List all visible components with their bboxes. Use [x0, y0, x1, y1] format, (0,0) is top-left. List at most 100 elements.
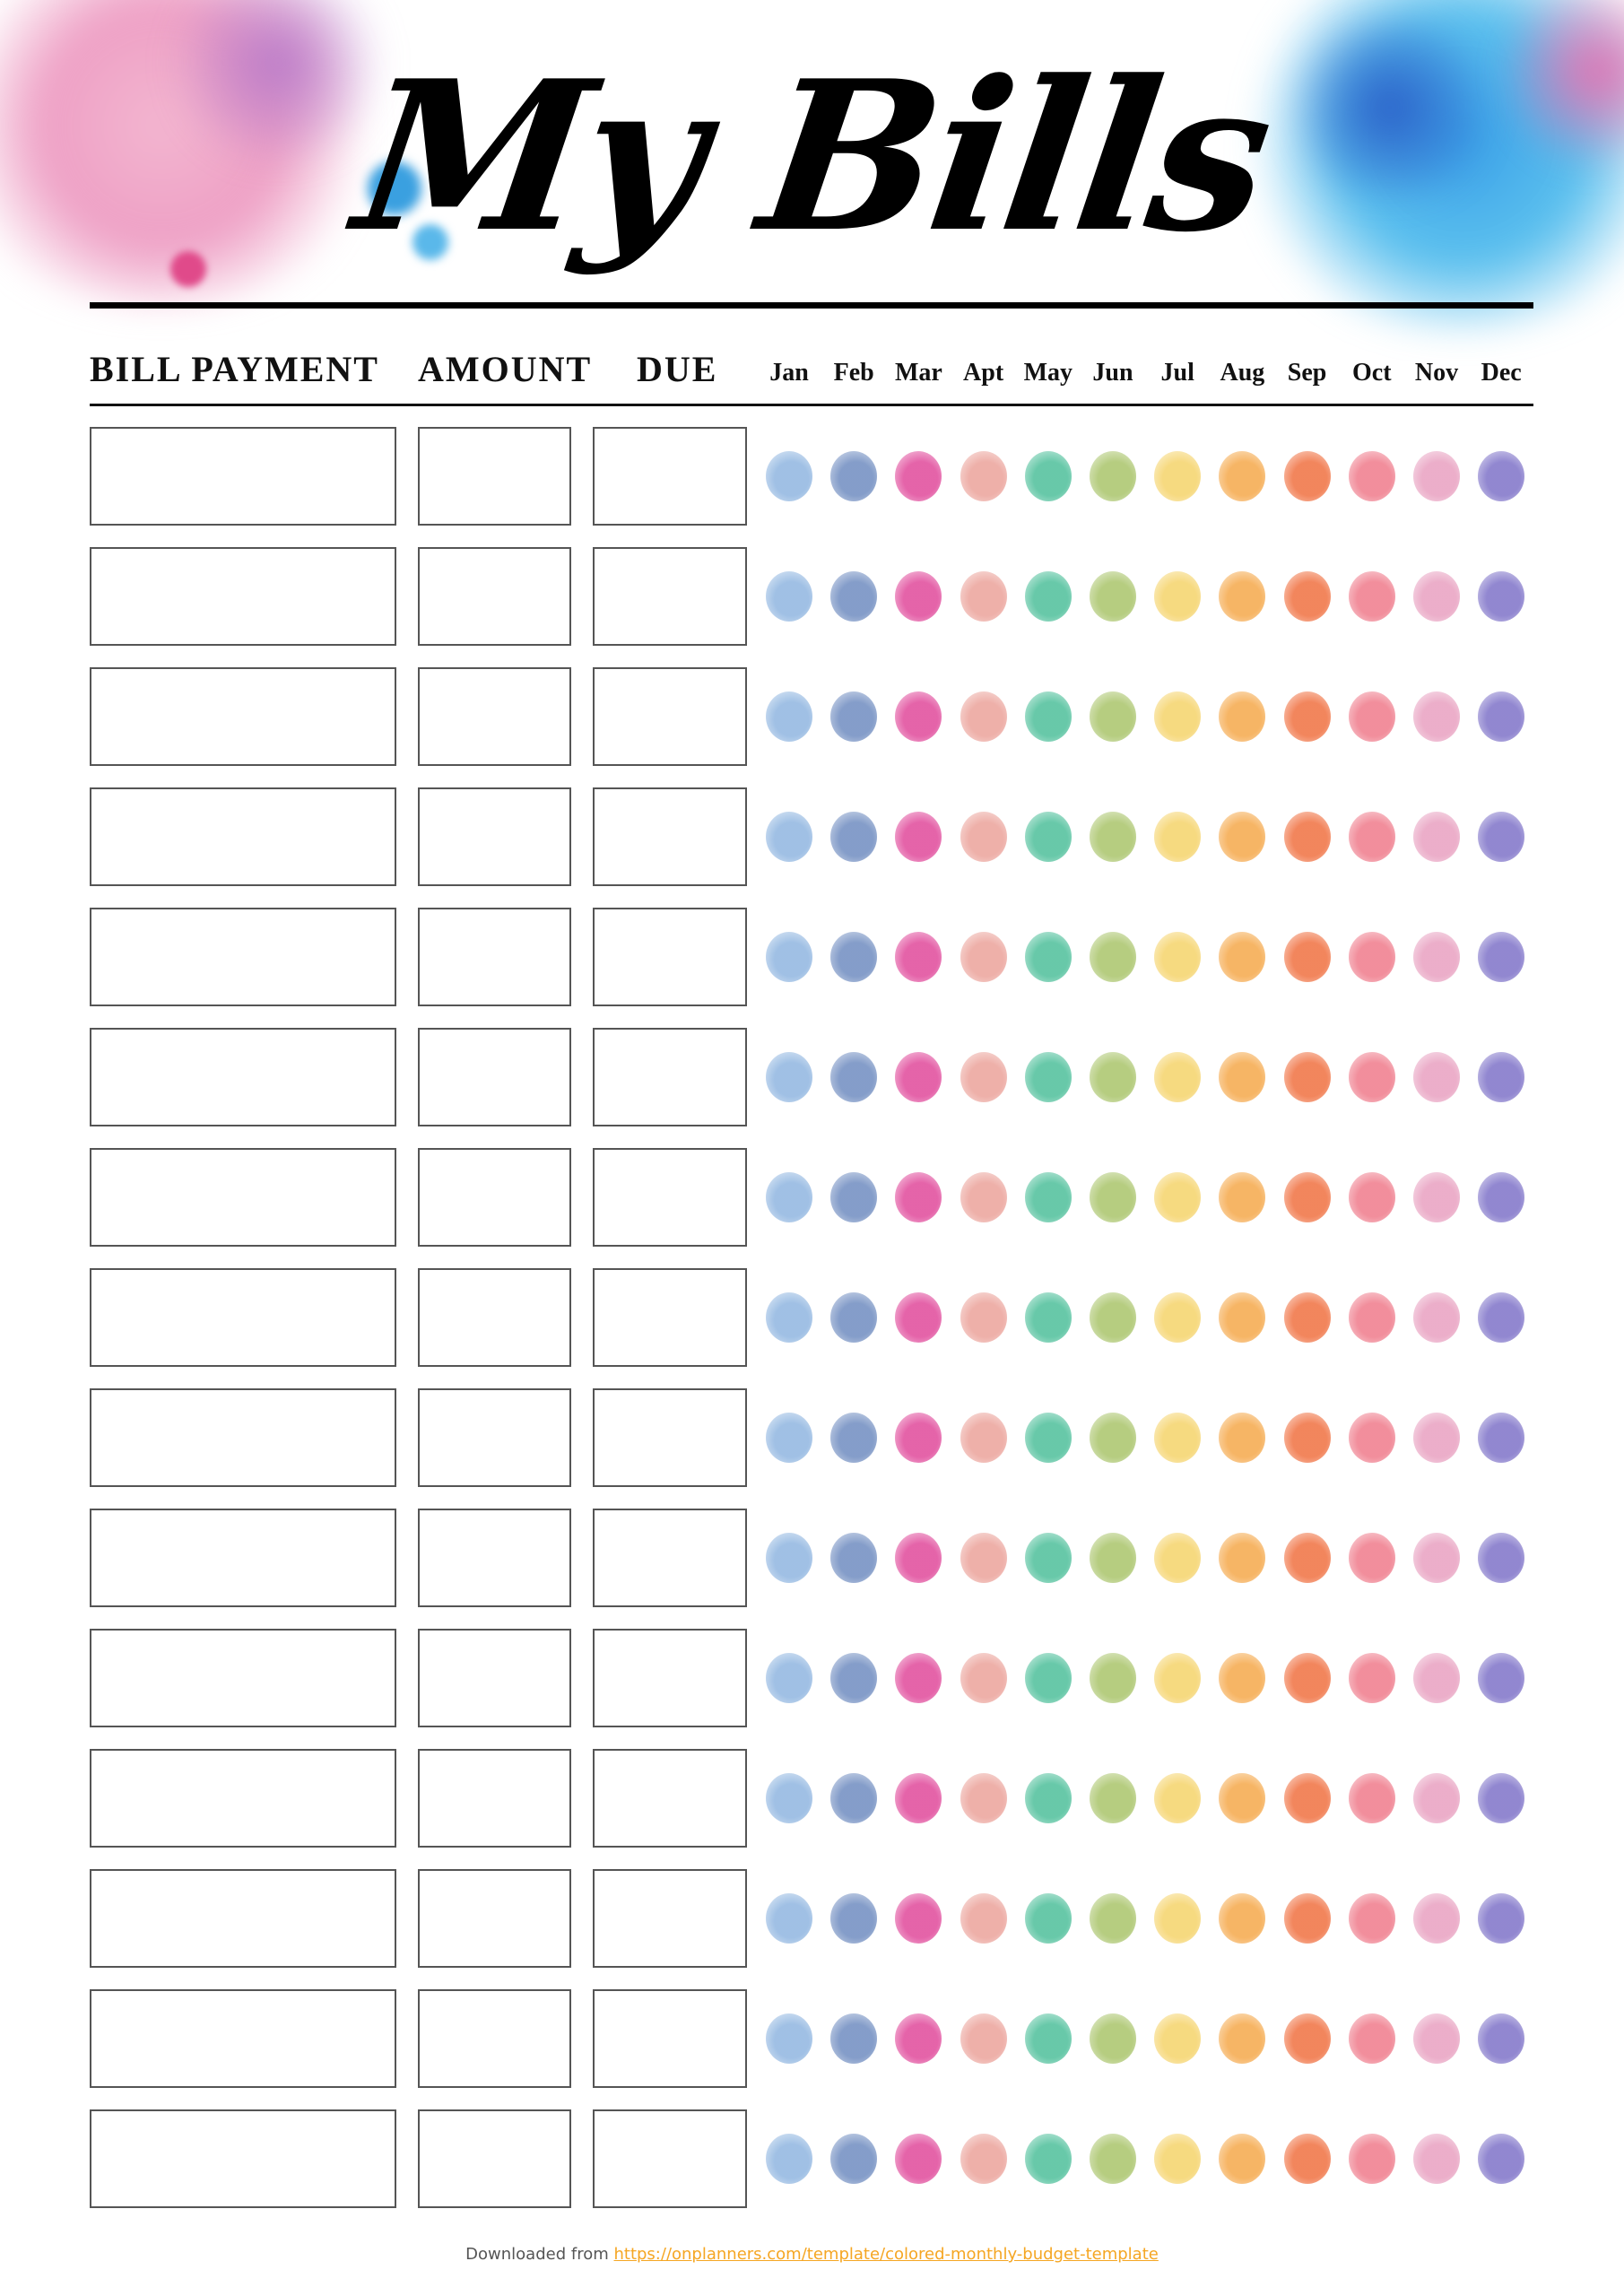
amount-box[interactable] [418, 1749, 571, 1848]
paid-dot-oct[interactable] [1348, 571, 1395, 622]
paid-dot-nov[interactable] [1413, 2013, 1460, 2064]
paid-dot-apt[interactable] [960, 1172, 1007, 1222]
paid-dot-jun[interactable] [1090, 932, 1136, 982]
paid-dot-mar[interactable] [895, 1052, 942, 1102]
paid-dot-aug[interactable] [1219, 1533, 1266, 1583]
paid-dot-dec[interactable] [1478, 571, 1525, 622]
paid-dot-oct[interactable] [1348, 1893, 1395, 1944]
paid-dot-apt[interactable] [960, 1773, 1007, 1823]
paid-dot-apt[interactable] [960, 1413, 1007, 1463]
paid-dot-may[interactable] [1024, 1773, 1072, 1823]
paid-dot-may[interactable] [1024, 2134, 1072, 2184]
paid-dot-jun[interactable] [1090, 2013, 1136, 2064]
paid-dot-jan[interactable] [766, 2134, 812, 2184]
due-box[interactable] [593, 787, 747, 886]
paid-dot-apt[interactable] [960, 2013, 1007, 2064]
due-box[interactable] [593, 1989, 747, 2088]
paid-dot-sep[interactable] [1283, 691, 1331, 742]
paid-dot-mar[interactable] [895, 812, 942, 862]
paid-dot-nov[interactable] [1413, 932, 1460, 982]
paid-dot-may[interactable] [1024, 812, 1072, 862]
bill-payment-box[interactable] [90, 1028, 396, 1126]
paid-dot-dec[interactable] [1478, 1172, 1525, 1222]
paid-dot-sep[interactable] [1283, 451, 1331, 501]
paid-dot-jul[interactable] [1154, 1052, 1202, 1102]
paid-dot-feb[interactable] [830, 1052, 878, 1102]
due-box[interactable] [593, 1509, 747, 1607]
paid-dot-mar[interactable] [895, 1893, 942, 1944]
paid-dot-nov[interactable] [1413, 1773, 1460, 1823]
paid-dot-jan[interactable] [766, 1172, 812, 1222]
paid-dot-may[interactable] [1024, 451, 1072, 501]
paid-dot-may[interactable] [1024, 1172, 1072, 1222]
paid-dot-dec[interactable] [1478, 1653, 1525, 1703]
paid-dot-sep[interactable] [1283, 1773, 1331, 1823]
due-box[interactable] [593, 1268, 747, 1367]
paid-dot-dec[interactable] [1478, 1893, 1525, 1944]
paid-dot-nov[interactable] [1413, 2134, 1460, 2184]
paid-dot-nov[interactable] [1413, 1052, 1460, 1102]
paid-dot-jul[interactable] [1154, 1413, 1202, 1463]
paid-dot-jan[interactable] [766, 1653, 812, 1703]
bill-payment-box[interactable] [90, 1989, 396, 2088]
paid-dot-dec[interactable] [1478, 451, 1525, 501]
paid-dot-aug[interactable] [1219, 2013, 1266, 2064]
paid-dot-aug[interactable] [1219, 1052, 1266, 1102]
paid-dot-jan[interactable] [766, 812, 812, 862]
paid-dot-jan[interactable] [766, 1773, 812, 1823]
paid-dot-sep[interactable] [1283, 1292, 1331, 1343]
paid-dot-jun[interactable] [1090, 1292, 1136, 1343]
paid-dot-oct[interactable] [1348, 1773, 1395, 1823]
paid-dot-sep[interactable] [1283, 932, 1331, 982]
paid-dot-feb[interactable] [830, 571, 878, 622]
paid-dot-sep[interactable] [1283, 2134, 1331, 2184]
paid-dot-aug[interactable] [1219, 1172, 1266, 1222]
paid-dot-jul[interactable] [1154, 1172, 1202, 1222]
paid-dot-jun[interactable] [1090, 2134, 1136, 2184]
paid-dot-nov[interactable] [1413, 451, 1460, 501]
bill-payment-box[interactable] [90, 908, 396, 1006]
paid-dot-mar[interactable] [895, 1292, 942, 1343]
paid-dot-aug[interactable] [1219, 1773, 1266, 1823]
paid-dot-may[interactable] [1024, 1292, 1072, 1343]
amount-box[interactable] [418, 787, 571, 886]
paid-dot-aug[interactable] [1219, 932, 1266, 982]
bill-payment-box[interactable] [90, 547, 396, 646]
paid-dot-feb[interactable] [830, 691, 878, 742]
amount-box[interactable] [418, 2109, 571, 2208]
paid-dot-feb[interactable] [830, 812, 878, 862]
paid-dot-dec[interactable] [1478, 1292, 1525, 1343]
amount-box[interactable] [418, 1869, 571, 1968]
paid-dot-dec[interactable] [1478, 1052, 1525, 1102]
paid-dot-aug[interactable] [1219, 812, 1266, 862]
due-box[interactable] [593, 427, 747, 526]
paid-dot-aug[interactable] [1219, 691, 1266, 742]
paid-dot-mar[interactable] [895, 1533, 942, 1583]
paid-dot-jul[interactable] [1154, 1653, 1202, 1703]
paid-dot-mar[interactable] [895, 451, 942, 501]
paid-dot-feb[interactable] [830, 1653, 878, 1703]
paid-dot-mar[interactable] [895, 1413, 942, 1463]
due-box[interactable] [593, 667, 747, 766]
paid-dot-jun[interactable] [1090, 1052, 1136, 1102]
bill-payment-box[interactable] [90, 1629, 396, 1727]
paid-dot-mar[interactable] [895, 932, 942, 982]
paid-dot-may[interactable] [1024, 1052, 1072, 1102]
paid-dot-jul[interactable] [1154, 812, 1202, 862]
amount-box[interactable] [418, 1989, 571, 2088]
paid-dot-jul[interactable] [1154, 691, 1202, 742]
bill-payment-box[interactable] [90, 787, 396, 886]
paid-dot-mar[interactable] [895, 571, 942, 622]
footer-link[interactable]: https://onplanners.com/template/colored-… [613, 2245, 1159, 2264]
paid-dot-feb[interactable] [830, 1893, 878, 1944]
paid-dot-sep[interactable] [1283, 1413, 1331, 1463]
paid-dot-jul[interactable] [1154, 1773, 1202, 1823]
paid-dot-aug[interactable] [1219, 1292, 1266, 1343]
paid-dot-jan[interactable] [766, 1533, 812, 1583]
paid-dot-feb[interactable] [830, 1533, 878, 1583]
paid-dot-oct[interactable] [1348, 2134, 1395, 2184]
bill-payment-box[interactable] [90, 427, 396, 526]
paid-dot-jun[interactable] [1090, 451, 1136, 501]
paid-dot-oct[interactable] [1348, 451, 1395, 501]
paid-dot-may[interactable] [1024, 932, 1072, 982]
